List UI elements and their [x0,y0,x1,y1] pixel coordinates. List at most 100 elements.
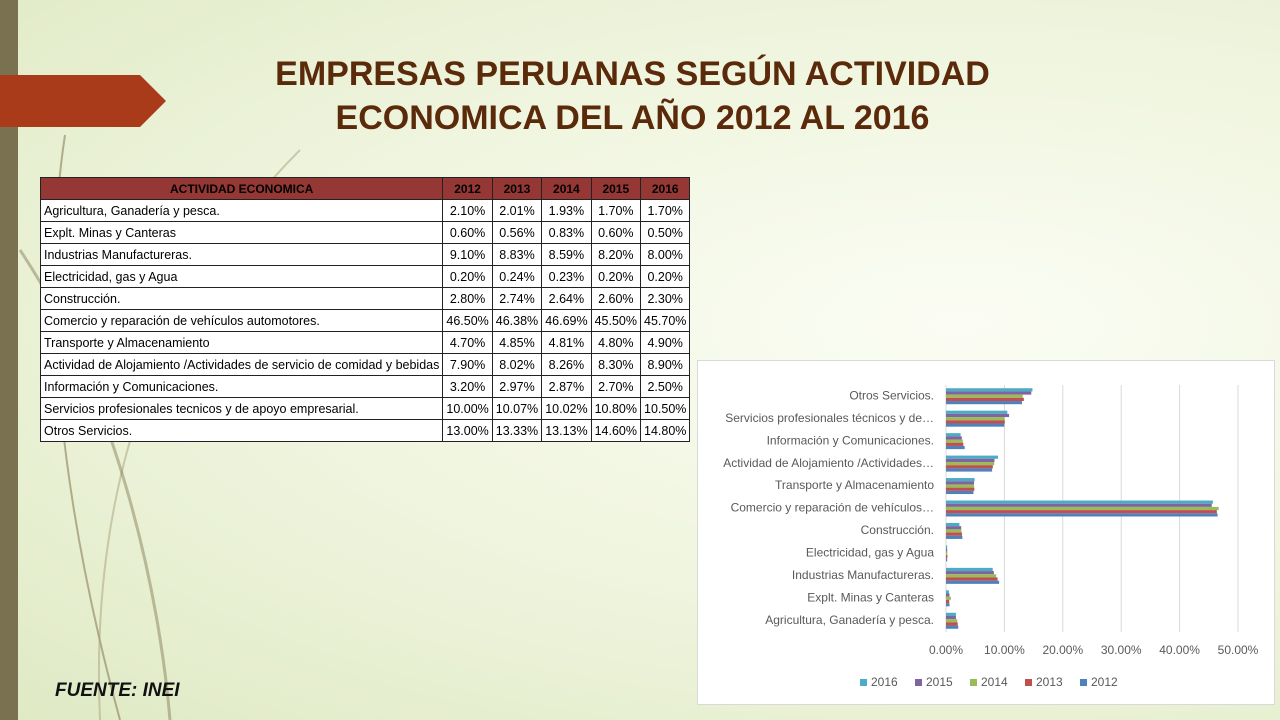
value-cell: 4.80% [590,331,642,354]
bar [946,394,1023,398]
activity-cell: Explt. Minas y Canteras [39,221,444,244]
value-cell: 45.70% [639,309,691,332]
value-cell: 7.90% [442,353,493,376]
bar [946,622,958,626]
y-tick-label: Industrias Manufactureras. [792,568,934,582]
x-tick-label: 10.00% [984,643,1025,657]
bar [946,529,962,533]
value-cell: 13.00% [442,419,493,442]
value-cell: 3.20% [442,375,493,398]
value-cell: 10.80% [590,397,642,420]
bar [946,433,961,437]
activity-cell: Información y Comunicaciones. [39,375,444,398]
bar [946,596,951,600]
value-cell: 0.24% [491,265,543,288]
value-cell: 8.20% [590,243,642,266]
arrow [0,75,166,127]
bar [946,522,960,527]
bar [946,468,993,472]
header-cell: ACTIVIDAD ECONOMICA [39,177,444,200]
y-tick-label: Electricidad, gas y Agua [806,546,934,560]
value-cell: 10.02% [541,397,592,420]
legend-swatch [915,679,922,686]
bar [946,551,948,556]
value-cell: 2.97% [491,375,543,398]
table-row: Comercio y reparación de vehículos autom… [39,309,691,332]
bar [946,478,975,482]
value-cell: 10.50% [639,397,691,420]
y-tick-label: Construcción. [861,523,934,537]
value-cell: 13.33% [491,419,543,442]
chart-container: 0.00% 10.00% 20.00% 30.00% 40.00% 50.00% Agric… [697,360,1275,705]
bar [946,619,958,623]
value-cell: 1.93% [541,199,592,222]
value-cell: 8.26% [541,353,592,376]
activity-cell: Industrias Manufactureras. [39,243,444,266]
bar [946,397,1024,402]
bar [946,555,948,559]
table-row: Agricultura, Ganadería y pesca. 2.10% 2.01… [39,199,691,222]
header-cell: 2016 [639,177,691,200]
bar [946,513,1218,517]
x-tick-label: 20.00% [1042,643,1083,657]
bar [946,413,1010,418]
bar [946,388,1033,392]
activity-cell: Construcción. [39,287,444,310]
value-cell: 2.30% [639,287,691,310]
bar [946,599,950,604]
bar [946,577,998,581]
bar [946,481,975,485]
bar [946,500,1213,504]
value-cell: 2.74% [491,287,543,310]
bar [946,503,1212,507]
value-cell: 0.20% [590,265,642,288]
value-cell: 0.20% [639,265,691,288]
header-cell: 2013 [491,177,543,200]
value-cell: 14.60% [590,419,642,442]
bar [946,574,997,578]
value-cell: 8.02% [491,353,543,376]
bar [946,465,993,469]
value-cell: 2.70% [590,375,642,398]
y-tick-label: Otros Servicios. [849,388,934,402]
bar [946,417,1005,421]
bar [946,391,1032,395]
bar [946,410,1008,414]
value-cell: 8.00% [639,243,691,266]
chart: 0.00% 10.00% 20.00% 30.00% 40.00% 50.00% Agric… [697,360,1275,705]
bar [946,590,949,594]
activity-cell: Actividad de Alojamiento /Actividades de… [39,353,444,376]
header-cell: 2012 [442,177,493,200]
table-row: Actividad de Alojamiento /Actividades de… [39,353,691,376]
bar [946,526,962,530]
source: FUENTE: INEI [55,680,180,701]
y-tick-label: Actividad de Alojamiento /Actividades… [723,456,934,470]
bar [946,442,964,446]
bar [946,458,995,462]
activity-cell: Agricultura, Ganadería y pesca. [39,199,444,222]
bar [946,484,975,488]
table-row: Servicios profesionales tecnicos y de ap… [39,397,691,420]
title-line: ECONOMICA DEL AÑO 2012 AL 2016 [335,99,930,137]
bar [946,510,1217,514]
bar [946,506,1219,511]
x-tick-label: 30.00% [1101,643,1142,657]
y-tick-label: Transporte y Almacenamiento [775,478,934,492]
legend-swatch [1080,679,1087,686]
bar [946,439,963,443]
header-cell: 2015 [590,177,642,200]
bar [946,625,959,629]
y-tick-label: Información y Comunicaciones. [767,433,934,447]
value-cell: 46.69% [541,309,592,332]
value-cell: 8.30% [590,353,642,376]
value-cell: 2.60% [590,287,642,310]
value-cell: 8.83% [491,243,543,266]
value-cell: 0.83% [541,221,592,244]
activity-cell: Servicios profesionales tecnicos y de ap… [39,397,444,420]
value-cell: 0.20% [442,265,493,288]
y-tick-label: Comercio y reparación de vehículos… [731,501,934,515]
bar [946,423,1005,427]
value-cell: 1.70% [590,199,642,222]
bar [946,567,993,572]
